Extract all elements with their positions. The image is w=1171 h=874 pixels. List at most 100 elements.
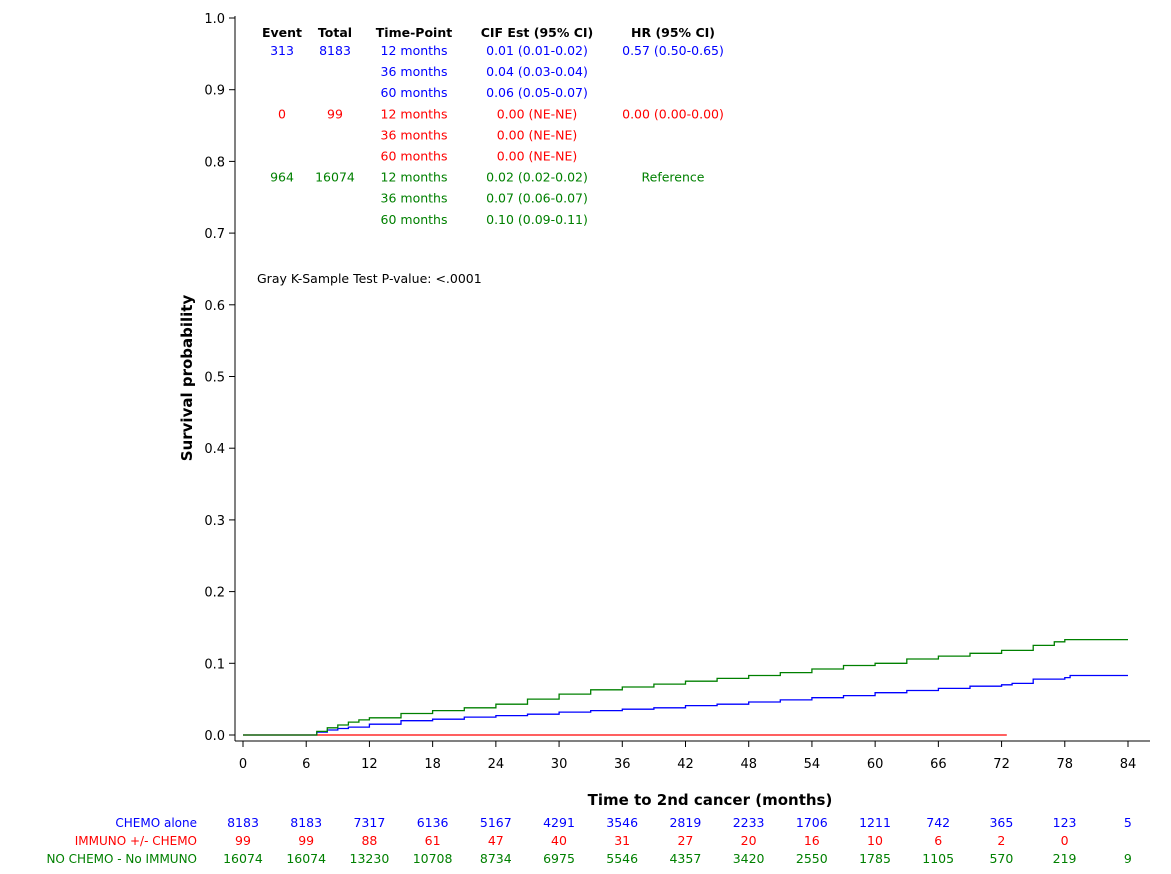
at-risk-value: 1785 <box>859 851 891 866</box>
at-risk-value: 0 <box>1061 833 1069 848</box>
inset-cif: 0.01 (0.01-0.02) <box>486 43 588 58</box>
y-tick-label: 0.2 <box>204 586 225 601</box>
inset-time-point: 36 months <box>381 64 448 79</box>
y-tick-label: 0.4 <box>204 442 225 457</box>
at-risk-value: 10708 <box>413 851 453 866</box>
series-line <box>243 638 1128 736</box>
x-axis-label: Time to 2nd cancer (months) <box>588 791 833 809</box>
x-tick-label: 84 <box>1120 757 1137 772</box>
axes: 0.0 0.1 0.2 0.3 0.4 0.5 0.6 0.7 0.8 0.9 1.0 0 6 12 18 2… <box>204 12 1150 772</box>
at-risk-value: 5 <box>1124 815 1132 830</box>
at-risk-value: 123 <box>1053 815 1077 830</box>
at-risk-value: 2 <box>997 833 1005 848</box>
at-risk-value: 2233 <box>733 815 765 830</box>
x-tick-label: 66 <box>930 757 947 772</box>
at-risk-value: 365 <box>989 815 1013 830</box>
at-risk-value: 13230 <box>350 851 390 866</box>
inset-cif: 0.00 (NE-NE) <box>497 149 578 164</box>
at-risk-value: 1105 <box>922 851 954 866</box>
inset-cif: 0.02 (0.02-0.02) <box>486 170 588 185</box>
at-risk-value: 40 <box>551 833 567 848</box>
inset-time-point: 12 months <box>381 170 448 185</box>
at-risk-value: 20 <box>741 833 757 848</box>
inset-header: Total <box>318 25 352 40</box>
inset-header: HR (95% CI) <box>631 25 715 40</box>
at-risk-value: 5167 <box>480 815 512 830</box>
inset-hr: Reference <box>642 170 705 185</box>
inset-header: CIF Est (95% CI) <box>481 25 594 40</box>
at-risk-value: 7317 <box>353 815 385 830</box>
at-risk-value: 31 <box>614 833 630 848</box>
inset-event: 964 <box>270 170 294 185</box>
inset-cif: 0.04 (0.03-0.04) <box>486 64 588 79</box>
at-risk-value: 99 <box>235 833 251 848</box>
inset-total: 8183 <box>319 43 351 58</box>
x-tick-label: 24 <box>488 757 505 772</box>
at-risk-value: 1211 <box>859 815 891 830</box>
inset-time-point: 12 months <box>381 106 448 121</box>
inset-time-point: 36 months <box>381 191 448 206</box>
at-risk-value: 2550 <box>796 851 828 866</box>
inset-table: Event Total Time-Point CIF Est (95% CI) HR (… <box>257 25 724 286</box>
at-risk-table: CHEMO alone 8183 8183 7317 6136 5167 4291 3546 2… <box>46 815 1131 866</box>
x-tick-label: 36 <box>614 757 631 772</box>
series-line <box>243 674 1128 736</box>
at-risk-value: 3546 <box>606 815 638 830</box>
at-risk-value: 16074 <box>223 851 263 866</box>
inset-total: 16074 <box>315 170 355 185</box>
inset-hr: 0.57 (0.50-0.65) <box>622 43 724 58</box>
inset-hr: 0.00 (0.00-0.00) <box>622 106 724 121</box>
at-risk-value: 3420 <box>733 851 765 866</box>
at-risk-value: 16074 <box>286 851 326 866</box>
at-risk-row-label: NO CHEMO - No IMMUNO <box>46 852 197 866</box>
y-tick-label: 0.7 <box>204 227 225 242</box>
x-tick-label: 6 <box>302 757 310 772</box>
inset-cif: 0.00 (NE-NE) <box>497 106 578 121</box>
at-risk-value: 16 <box>804 833 820 848</box>
at-risk-row-label: CHEMO alone <box>115 816 197 830</box>
x-tick-label: 54 <box>804 757 821 772</box>
x-tick-label: 18 <box>424 757 441 772</box>
inset-event: 313 <box>270 43 294 58</box>
x-tick-label: 42 <box>677 757 694 772</box>
x-tick-label: 60 <box>867 757 884 772</box>
at-risk-value: 6136 <box>417 815 449 830</box>
inset-cif: 0.07 (0.06-0.07) <box>486 191 588 206</box>
at-risk-value: 2819 <box>669 815 701 830</box>
at-risk-value: 570 <box>989 851 1013 866</box>
curves <box>243 638 1128 736</box>
inset-time-point: 36 months <box>381 127 448 142</box>
inset-time-point: 60 months <box>381 149 448 164</box>
at-risk-value: 4291 <box>543 815 575 830</box>
at-risk-row-label: IMMUNO +/- CHEMO <box>75 834 197 848</box>
at-risk-value: 9 <box>1124 851 1132 866</box>
at-risk-value: 10 <box>867 833 883 848</box>
y-tick-label: 0.5 <box>204 371 225 386</box>
inset-footnote: Gray K-Sample Test P-value: <.0001 <box>257 271 482 286</box>
x-tick-label: 30 <box>551 757 568 772</box>
inset-event: 0 <box>278 106 286 121</box>
at-risk-value: 6 <box>934 833 942 848</box>
y-tick-label: 0.3 <box>204 514 225 529</box>
at-risk-value: 61 <box>425 833 441 848</box>
y-tick-label: 0.9 <box>204 84 225 99</box>
inset-cif: 0.00 (NE-NE) <box>497 127 578 142</box>
y-axis-label: Survival probability <box>178 295 196 462</box>
at-risk-value: 5546 <box>606 851 638 866</box>
y-tick-label: 0.8 <box>204 155 225 170</box>
y-tick-label: 0.1 <box>204 657 225 672</box>
inset-header: Event <box>262 25 302 40</box>
x-tick-label: 72 <box>993 757 1010 772</box>
at-risk-value: 27 <box>677 833 693 848</box>
x-tick-label: 12 <box>361 757 378 772</box>
at-risk-value: 6975 <box>543 851 575 866</box>
at-risk-value: 47 <box>488 833 504 848</box>
at-risk-value: 742 <box>926 815 950 830</box>
at-risk-value: 219 <box>1053 851 1077 866</box>
at-risk-value: 99 <box>298 833 314 848</box>
y-tick-label: 0.0 <box>204 729 225 744</box>
inset-total: 99 <box>327 106 343 121</box>
inset-time-point: 60 months <box>381 85 448 100</box>
y-tick-label: 0.6 <box>204 299 225 314</box>
